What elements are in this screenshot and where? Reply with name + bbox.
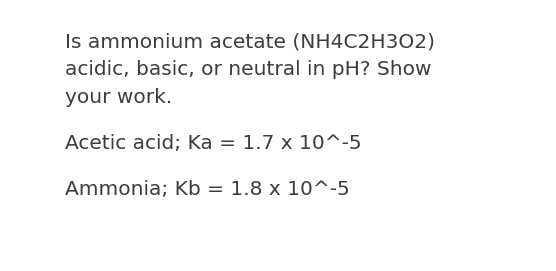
Text: Acetic acid; Ka = 1.7 x 10^-5: Acetic acid; Ka = 1.7 x 10^-5: [65, 134, 361, 153]
Text: Is ammonium acetate (NH4C2H3O2): Is ammonium acetate (NH4C2H3O2): [65, 32, 435, 51]
Text: acidic, basic, or neutral in pH? Show: acidic, basic, or neutral in pH? Show: [65, 60, 431, 79]
Text: your work.: your work.: [65, 88, 172, 107]
Text: Ammonia; Kb = 1.8 x 10^-5: Ammonia; Kb = 1.8 x 10^-5: [65, 180, 350, 199]
